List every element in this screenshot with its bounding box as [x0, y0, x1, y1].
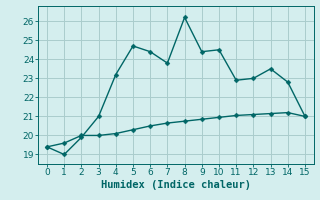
X-axis label: Humidex (Indice chaleur): Humidex (Indice chaleur)	[101, 180, 251, 190]
